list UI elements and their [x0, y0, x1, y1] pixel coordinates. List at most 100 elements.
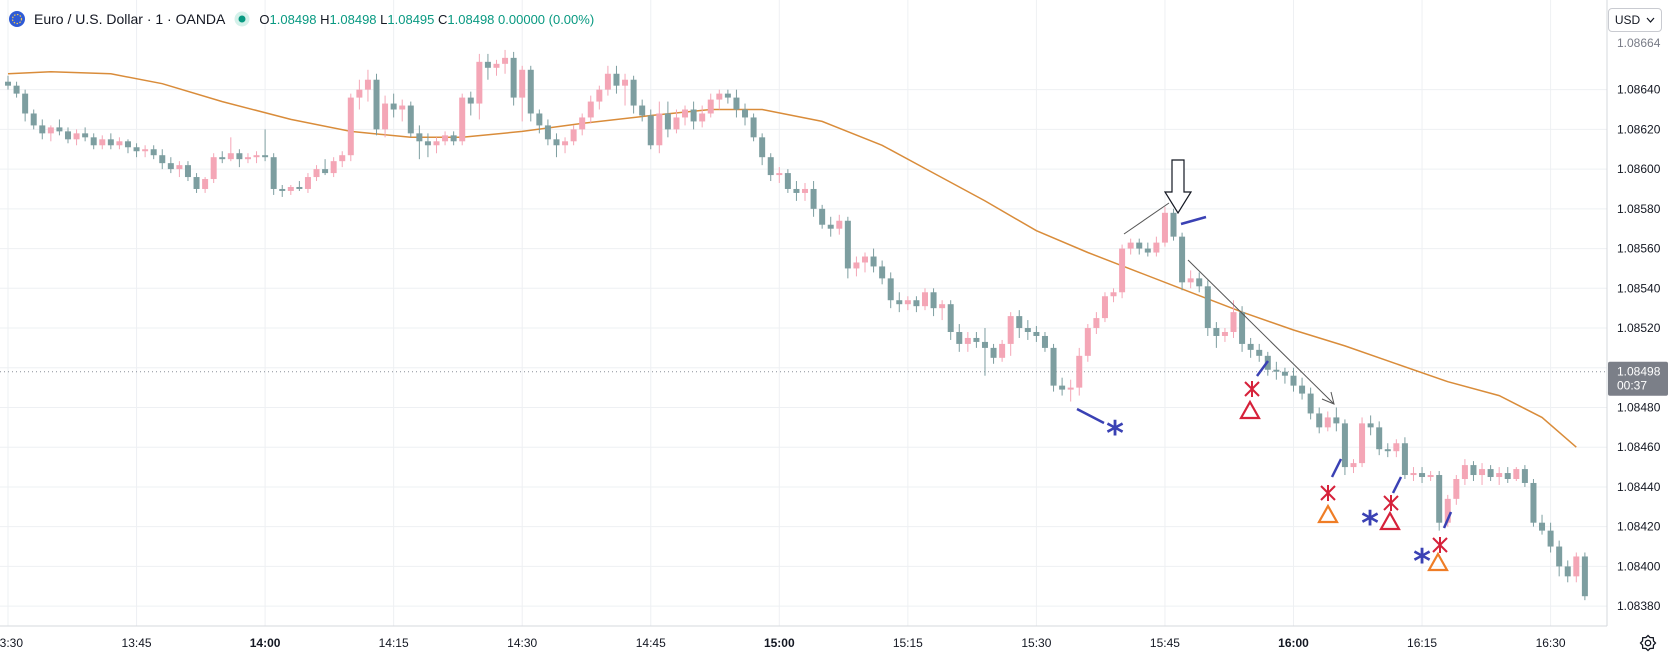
candle: [1127, 238, 1134, 255]
moving-average-layer: [7, 71, 1577, 448]
candle: [1556, 540, 1563, 577]
high-value: 1.08498: [329, 11, 377, 27]
candle: [596, 85, 603, 110]
candle: [733, 89, 740, 118]
blue-segment[interactable]: [1330, 458, 1343, 478]
candle-body: [1436, 475, 1443, 523]
candle-body: [1539, 522, 1546, 531]
trend-line-up[interactable]: [1123, 202, 1170, 235]
time-tick-label: 15:30: [1021, 636, 1051, 650]
candle-body: [1179, 236, 1186, 283]
candle: [622, 73, 629, 106]
candle: [1247, 337, 1254, 358]
candle-body: [1170, 212, 1177, 237]
candle-body: [1067, 387, 1074, 390]
chevron-down-icon: [1646, 17, 1655, 23]
candle: [1007, 312, 1014, 356]
candle: [1530, 479, 1537, 527]
candle: [1564, 560, 1571, 583]
candle-body: [647, 115, 654, 146]
candle-body: [733, 97, 740, 110]
candle-body: [1316, 413, 1323, 428]
price-tick-label: 1.08460: [1617, 440, 1661, 454]
candle: [416, 125, 423, 160]
candle-body: [844, 220, 851, 269]
candle: [493, 59, 500, 76]
candle: [433, 137, 440, 154]
down-arrow-marker[interactable]: [1163, 159, 1193, 215]
candle-body: [1256, 349, 1263, 356]
candle: [1230, 300, 1237, 338]
blue-segment[interactable]: [1442, 511, 1453, 529]
chart-settings-button[interactable]: [1637, 632, 1659, 654]
price-tick-label: 1.08400: [1617, 559, 1661, 573]
candle-body: [1024, 328, 1031, 332]
candle: [544, 119, 551, 146]
blue-segment[interactable]: [1180, 215, 1207, 226]
price-tick-label: 1.08640: [1617, 83, 1661, 97]
candle: [904, 296, 911, 311]
candle-body: [947, 304, 954, 332]
candle: [656, 101, 663, 154]
red-cross-mark: [1244, 381, 1260, 397]
candle: [887, 272, 894, 309]
candle: [1307, 387, 1314, 420]
symbol-legend[interactable]: Euro / U.S. Dollar · 1 · OANDA O1.08498 …: [8, 8, 594, 30]
blue-segment[interactable]: [1076, 407, 1105, 425]
candle: [390, 93, 397, 118]
candle-body: [356, 89, 363, 98]
candle-body: [184, 165, 191, 178]
candle: [587, 95, 594, 124]
candle: [1161, 206, 1168, 247]
candle-body: [939, 304, 946, 309]
candle-body: [570, 129, 577, 142]
candle: [1084, 324, 1091, 362]
candle-body: [1273, 369, 1280, 372]
candle-body: [613, 73, 620, 86]
candle: [313, 165, 320, 182]
candle: [1221, 328, 1228, 342]
candle: [981, 328, 988, 376]
candle-body: [1153, 242, 1160, 253]
candle-body: [210, 157, 217, 180]
candle: [382, 95, 389, 138]
candle-body: [887, 278, 894, 301]
candle: [1290, 367, 1297, 392]
candle: [562, 137, 569, 154]
candle-body: [1384, 449, 1391, 452]
time-axis[interactable]: 13:30 13:45 14:00 14:15 14:30 14:45 15:00 15:15…: [0, 625, 1607, 650]
candle-body: [330, 161, 337, 174]
candle-body: [536, 113, 543, 126]
open-key: O: [259, 11, 270, 27]
trend-line-down[interactable]: [1187, 259, 1334, 404]
candle: [1573, 552, 1580, 583]
candle-body: [862, 256, 868, 263]
close-value: 1.08498: [447, 11, 495, 27]
candle-body: [1444, 498, 1451, 523]
candle: [1119, 244, 1126, 299]
candle: [407, 101, 414, 138]
currency-selector[interactable]: USD: [1608, 8, 1662, 32]
blue-segment[interactable]: [1255, 360, 1270, 377]
candle: [1461, 459, 1468, 485]
candle: [107, 133, 114, 150]
candle-body: [116, 141, 123, 146]
candle: [1547, 522, 1554, 553]
candle: [639, 99, 646, 122]
candle: [133, 143, 140, 158]
candle: [1093, 312, 1100, 334]
candle: [339, 151, 346, 168]
candle-body: [502, 57, 509, 64]
candle: [1299, 377, 1306, 400]
candle-body: [1496, 473, 1503, 478]
candle-body: [73, 133, 80, 140]
blue-segment[interactable]: [1391, 476, 1403, 494]
price-axis[interactable]: 1.08664 1.08640 1.08620 1.08600 1.08580 1.085…: [1606, 0, 1675, 656]
candle-body: [767, 157, 774, 176]
candle-body: [107, 139, 114, 146]
candle-body: [999, 343, 1006, 358]
candle: [1393, 439, 1400, 458]
candle-body: [1093, 318, 1100, 329]
